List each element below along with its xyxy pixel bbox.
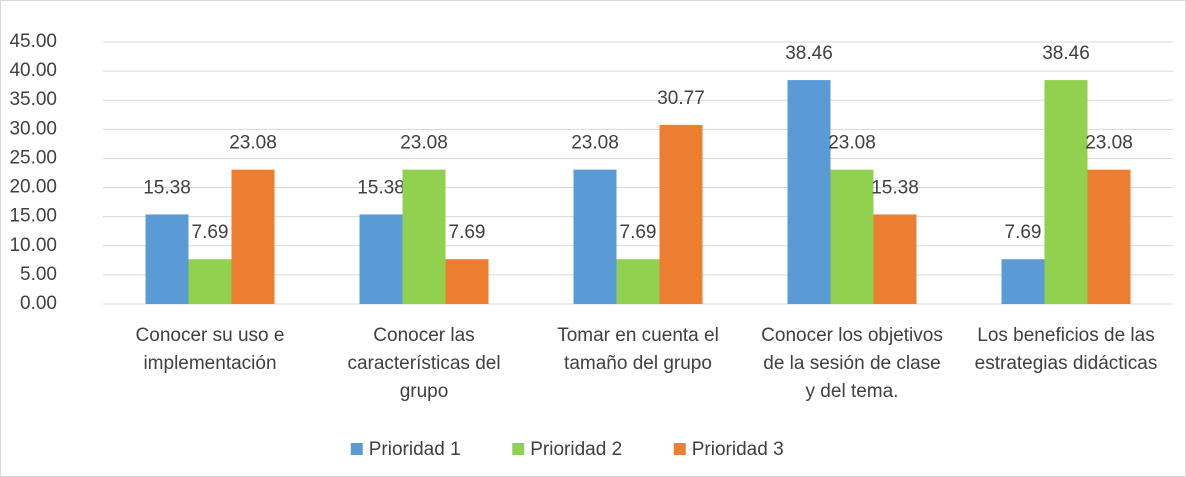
bar bbox=[830, 169, 874, 304]
data-label: 15.38 bbox=[871, 177, 919, 198]
bar bbox=[616, 259, 660, 304]
x-tick-label: Los beneficios de las bbox=[977, 325, 1154, 346]
data-label: 23.08 bbox=[1085, 133, 1133, 154]
y-tick-label: 40.00 bbox=[9, 60, 57, 81]
data-label: 23.08 bbox=[229, 133, 277, 154]
bar bbox=[1001, 259, 1045, 304]
bar bbox=[145, 214, 189, 304]
bar bbox=[231, 169, 275, 304]
data-label: 38.46 bbox=[1042, 43, 1090, 64]
legend-label: Prioridad 3 bbox=[692, 439, 784, 460]
x-tick-label: tamaño del grupo bbox=[564, 353, 712, 374]
x-tick-label: estrategias didácticas bbox=[975, 353, 1158, 374]
x-tick-label: grupo bbox=[400, 381, 449, 402]
legend-label: Prioridad 1 bbox=[369, 439, 461, 460]
x-tick-label: Conocer su uso e bbox=[136, 325, 285, 346]
data-label: 7.69 bbox=[192, 222, 229, 243]
y-tick-label: 5.00 bbox=[20, 264, 57, 285]
data-label: 7.69 bbox=[1005, 222, 1042, 243]
y-tick-label: 0.00 bbox=[20, 293, 57, 314]
bar bbox=[1087, 169, 1131, 304]
legend-swatch bbox=[673, 443, 686, 455]
bar bbox=[1044, 80, 1088, 304]
bar bbox=[359, 214, 403, 304]
bar bbox=[402, 169, 446, 304]
x-tick-label: de la sesión de clase bbox=[763, 353, 940, 374]
data-label: 30.77 bbox=[657, 88, 705, 109]
y-tick-label: 25.00 bbox=[9, 147, 57, 168]
y-tick-label: 10.00 bbox=[9, 235, 57, 256]
bar bbox=[445, 259, 489, 304]
legend-swatch bbox=[512, 443, 525, 455]
bar bbox=[573, 169, 617, 304]
y-tick-label: 35.00 bbox=[9, 89, 57, 110]
x-tick-label: implementación bbox=[143, 353, 276, 374]
legend-swatch bbox=[350, 443, 363, 455]
y-tick-label: 15.00 bbox=[9, 206, 57, 227]
x-tick-label: Conocer los objetivos bbox=[761, 325, 943, 346]
data-label: 23.08 bbox=[571, 133, 619, 154]
y-tick-label: 45.00 bbox=[9, 31, 57, 52]
x-tick-label: y del tema. bbox=[806, 381, 899, 402]
x-tick-label: Tomar en cuenta el bbox=[557, 325, 719, 346]
data-label: 15.38 bbox=[357, 177, 405, 198]
bar bbox=[873, 214, 917, 304]
y-tick-label: 20.00 bbox=[9, 177, 57, 198]
data-label: 23.08 bbox=[400, 133, 448, 154]
bar bbox=[188, 259, 232, 304]
data-label: 7.69 bbox=[620, 222, 657, 243]
x-tick-label: características del bbox=[347, 353, 500, 374]
y-tick-label: 30.00 bbox=[9, 118, 57, 139]
bar bbox=[787, 80, 831, 304]
data-label: 38.46 bbox=[785, 43, 833, 64]
data-label: 15.38 bbox=[143, 177, 191, 198]
data-label: 23.08 bbox=[828, 133, 876, 154]
bar bbox=[659, 124, 703, 304]
legend-label: Prioridad 2 bbox=[530, 439, 622, 460]
x-tick-label: Conocer las bbox=[373, 325, 474, 346]
data-label: 7.69 bbox=[449, 222, 486, 243]
